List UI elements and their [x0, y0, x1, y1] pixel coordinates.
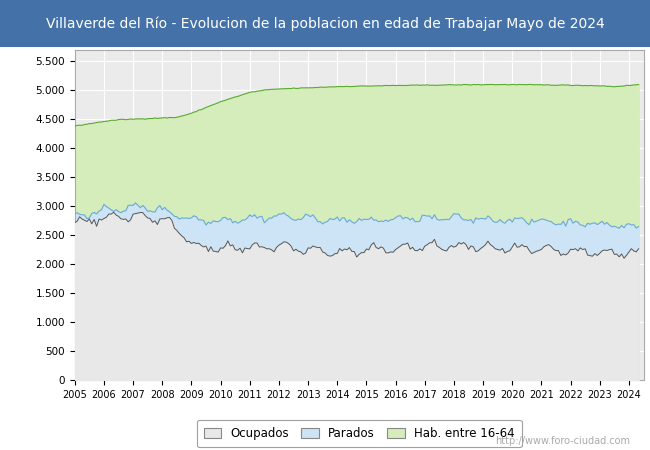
Text: Villaverde del Río - Evolucion de la poblacion en edad de Trabajar Mayo de 2024: Villaverde del Río - Evolucion de la pob… [46, 16, 605, 31]
Text: http://www.foro-ciudad.com: http://www.foro-ciudad.com [495, 436, 630, 446]
Legend: Ocupados, Parados, Hab. entre 16-64: Ocupados, Parados, Hab. entre 16-64 [196, 420, 522, 447]
